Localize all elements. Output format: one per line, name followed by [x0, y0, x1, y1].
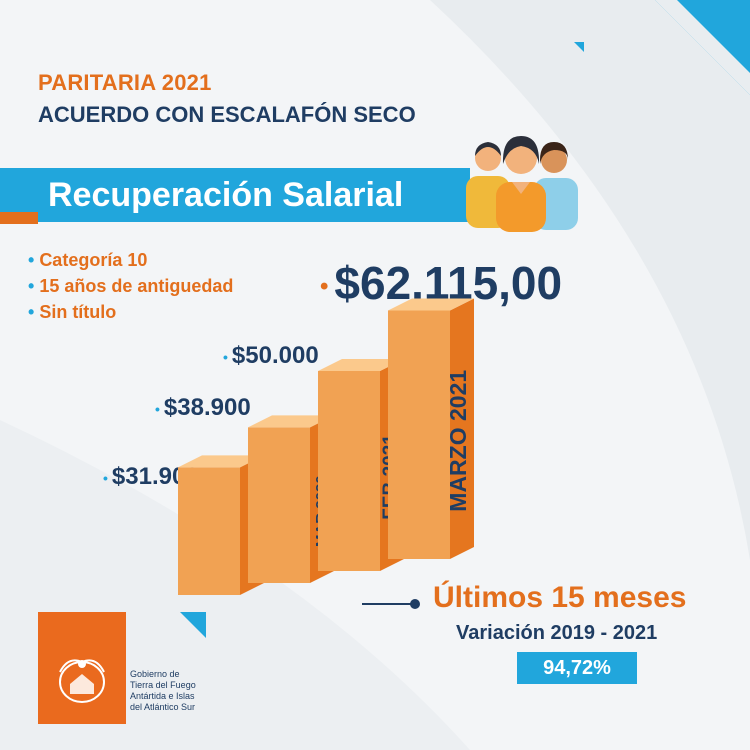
value-label-text: $38.900: [163, 394, 251, 421]
header: PARITARIA 2021 ACUERDO CON ESCALAFÓN SEC…: [38, 70, 416, 128]
summary-connector-dot: [410, 599, 420, 609]
government-name-line: Gobierno de: [130, 669, 180, 679]
bar-front-face: [178, 467, 240, 595]
header-subtitle: ACUERDO CON ESCALAFÓN SECO: [38, 102, 416, 127]
header-title: PARITARIA 2021: [38, 70, 212, 95]
summary-subtitle: Variación 2019 - 2021: [456, 622, 658, 644]
coat-of-arms-icon: [59, 659, 105, 703]
details-list: • Categoría 10 • 15 años de antiguedad • Si…: [28, 247, 233, 325]
government-name-line: Tierra del Fuego: [130, 680, 196, 690]
detail-item: • 15 años de antiguedad: [28, 276, 234, 296]
value-label-feb-2021: • $50.000: [223, 342, 319, 369]
banner-accent-bar: [0, 212, 38, 224]
detail-text: Categoría 10: [39, 250, 148, 270]
bar-top-face: [178, 455, 264, 468]
detail-item: • Sin título: [28, 302, 117, 322]
category-label: MARZO 2021: [445, 370, 471, 512]
bar-side-face: [450, 298, 474, 559]
corner-triangle-top-left: [574, 42, 584, 52]
detail-text: 15 años de antiguedad: [39, 276, 234, 296]
government-name-line: del Atlántico Sur: [130, 702, 196, 712]
banner-title: Recuperación Salarial: [48, 176, 404, 214]
bar: MARZO 2021: [388, 298, 474, 559]
government-name: Gobierno de Tierra del Fuego Antártida e…: [130, 669, 196, 713]
government-logo: [38, 612, 126, 724]
variation-percent-badge: 94,72%: [517, 652, 637, 684]
value-label-text: $50.000: [231, 342, 319, 369]
bar-front-face: [318, 371, 380, 571]
bar-front-face: [248, 427, 310, 583]
people-icon: [466, 136, 578, 232]
summary-connector-line: [362, 603, 414, 605]
corner-triangle-bottom: [180, 612, 206, 638]
bar-top-face: [248, 415, 334, 428]
bar-top-face: [388, 298, 474, 311]
title-banner: [0, 168, 470, 222]
detail-text: Sin título: [39, 302, 117, 322]
bar-front-face: [388, 310, 450, 559]
bar-top-face: [318, 359, 404, 371]
government-name-line: Antártida e Islas: [130, 691, 195, 701]
corner-triangle-top-right: [655, 0, 750, 95]
value-label-mar-2020: • $38.900: [155, 394, 251, 421]
summary-title: Últimos 15 meses: [433, 581, 687, 614]
detail-item: • Categoría 10: [28, 250, 148, 270]
